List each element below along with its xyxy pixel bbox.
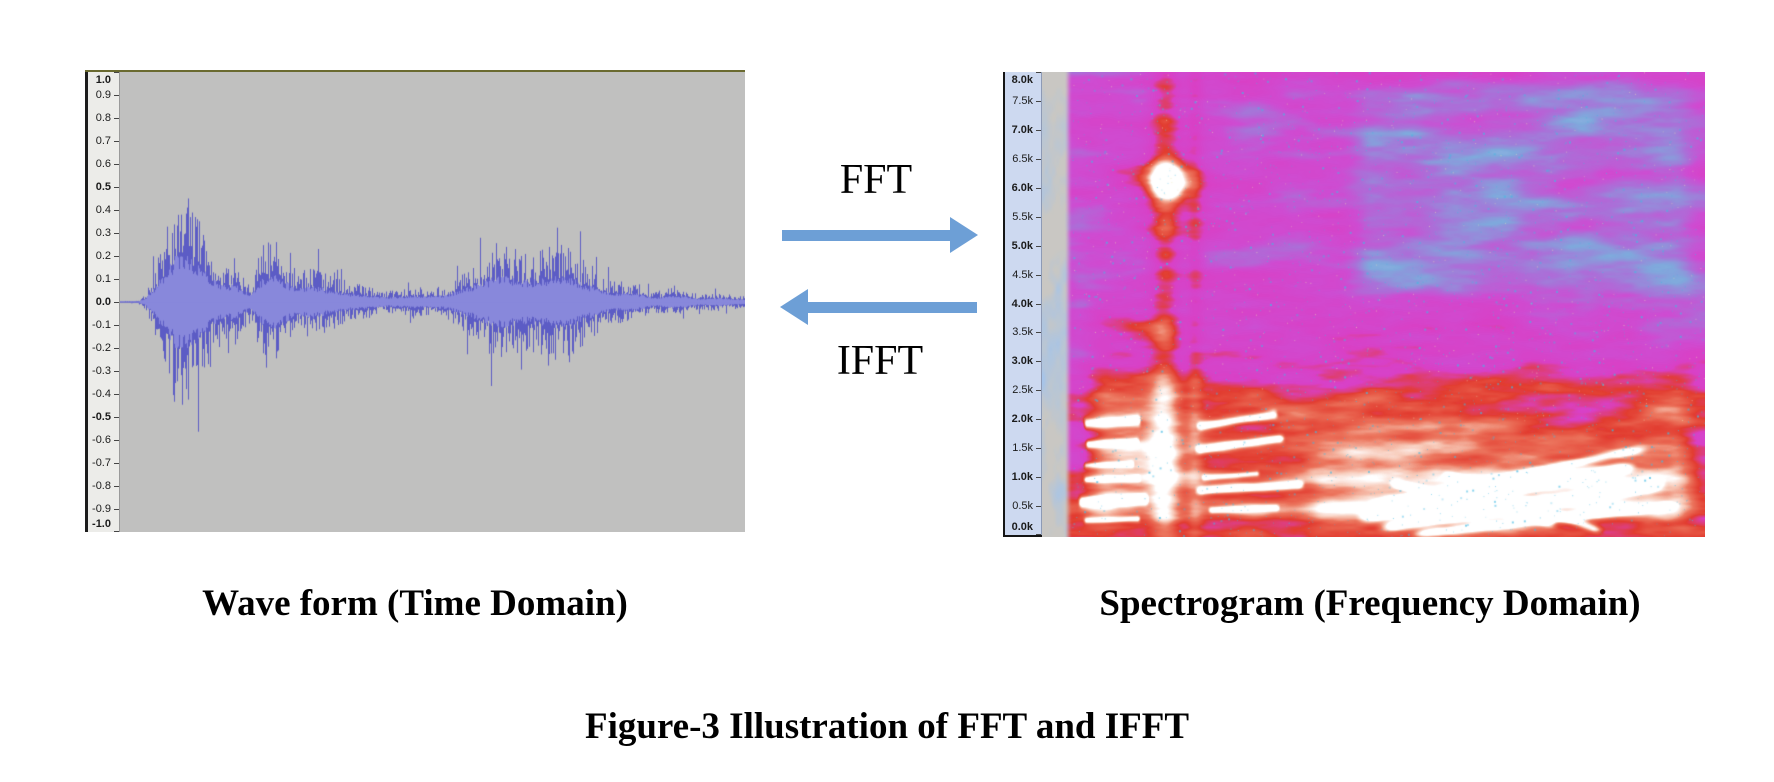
ruler-tick-mark — [1036, 448, 1041, 449]
ruler-tick-mark — [114, 302, 119, 303]
ruler-tick-mark — [1036, 159, 1041, 160]
fft-arrow-head-icon — [950, 217, 978, 253]
ruler-tick-label: 4.5k — [1012, 268, 1033, 281]
ruler-tick-label: 0.5 — [95, 181, 111, 193]
ruler-tick-mark — [114, 531, 119, 532]
ruler-tick-label: 7.0k — [1011, 123, 1033, 136]
ruler-tick-mark — [1036, 477, 1041, 478]
ruler-tick-label: 3.0k — [1011, 355, 1033, 368]
ruler-tick-label: 6.0k — [1011, 181, 1033, 194]
ruler-tick-label: 8.0k — [1011, 74, 1033, 86]
ruler-tick-mark — [114, 141, 119, 142]
ruler-tick-mark — [114, 348, 119, 349]
ruler-tick-mark — [1036, 390, 1041, 391]
ruler-tick-label: 0.8 — [95, 112, 111, 124]
ruler-tick-label: 5.5k — [1012, 210, 1033, 223]
ruler-tick-label: -0.7 — [92, 457, 111, 469]
fft-label: FFT — [839, 157, 913, 203]
ruler-tick-label: 1.0k — [1011, 471, 1033, 484]
ruler-tick-label: -0.1 — [92, 319, 111, 331]
ruler-tick-mark — [114, 394, 119, 395]
spectrogram-frequency-ruler: 8.0k 7.5k 7.0k 6.5k 6.0k 5.5k 5.0k 4.5k 4.0k 3.5k… — [1005, 72, 1042, 535]
ruler-tick-mark — [1036, 101, 1041, 102]
ruler-tick-mark — [1036, 332, 1041, 333]
ifft-label: IFFT — [836, 338, 924, 384]
ruler-tick-mark — [114, 118, 119, 119]
ruler-tick-mark — [114, 440, 119, 441]
ruler-tick-mark — [114, 95, 119, 96]
ruler-tick-label: 5.0k — [1011, 239, 1033, 252]
ruler-tick-label: -0.3 — [92, 365, 111, 377]
waveform-plot-canvas — [120, 72, 745, 532]
ruler-tick-label: 1.0 — [95, 74, 111, 86]
ruler-tick-label: -0.5 — [92, 411, 111, 423]
ruler-tick-label: 1.5k — [1012, 442, 1033, 455]
ruler-tick-mark — [114, 371, 119, 372]
ruler-tick-label: 4.0k — [1011, 297, 1033, 310]
ruler-tick-mark — [1036, 217, 1041, 218]
fft-arrow-shaft — [782, 230, 952, 241]
ruler-tick-label: 0.3 — [95, 227, 111, 239]
ruler-tick-label: -0.6 — [92, 434, 111, 446]
spectrogram-panel: 8.0k 7.5k 7.0k 6.5k 6.0k 5.5k 5.0k 4.5k 4.0k 3.5k… — [1003, 72, 1705, 537]
waveform-caption: Wave form (Time Domain) — [202, 583, 628, 624]
ruler-tick-label: 0.1 — [95, 273, 111, 285]
ruler-tick-mark — [1036, 188, 1041, 189]
ruler-tick-mark — [1036, 506, 1041, 507]
ruler-tick-label: 0.9 — [95, 89, 111, 101]
ruler-tick-mark — [114, 325, 119, 326]
ruler-tick-mark — [1036, 246, 1041, 247]
ruler-tick-label: 2.5k — [1012, 384, 1033, 397]
fft-arrow-right — [782, 217, 978, 253]
waveform-panel: 1.0 0.9 0.8 0.7 0.6 0.5 0.4 0.3 0.2 0.1 0.0 -0.1 -0.… — [85, 70, 745, 532]
ruler-tick-mark — [1036, 534, 1041, 535]
ruler-tick-mark — [114, 509, 119, 510]
ruler-tick-label: 7.5k — [1012, 94, 1033, 107]
ruler-tick-label: 0.0k — [1011, 521, 1033, 533]
waveform-amplitude-ruler: 1.0 0.9 0.8 0.7 0.6 0.5 0.4 0.3 0.2 0.1 0.0 -0.1 -0.… — [85, 72, 120, 532]
ifft-arrow-head-icon — [780, 289, 808, 325]
ruler-tick-mark — [114, 463, 119, 464]
spectrogram-caption: Spectrogram (Frequency Domain) — [1099, 583, 1641, 624]
ruler-tick-mark — [114, 210, 119, 211]
ruler-tick-mark — [114, 187, 119, 188]
figure-caption: Figure-3 Illustration of FFT and IFFT — [584, 706, 1190, 747]
ruler-tick-label: 0.0 — [95, 296, 111, 308]
ruler-tick-label: 6.5k — [1012, 152, 1033, 165]
ruler-tick-label: 0.6 — [95, 158, 111, 170]
ruler-tick-mark — [114, 72, 119, 73]
ruler-tick-label: 0.7 — [95, 135, 111, 147]
ruler-tick-label: -1.0 — [92, 518, 111, 530]
ruler-tick-mark — [114, 233, 119, 234]
ruler-tick-mark — [114, 417, 119, 418]
ruler-tick-mark — [1036, 275, 1041, 276]
ifft-arrow-shaft — [806, 302, 977, 313]
ruler-tick-label: 0.4 — [95, 204, 111, 216]
ruler-tick-label: -0.4 — [92, 388, 111, 400]
ruler-tick-label: 0.2 — [95, 250, 111, 262]
ruler-tick-mark — [1036, 361, 1041, 362]
ruler-tick-label: 0.5k — [1012, 500, 1033, 513]
ruler-tick-label: -0.8 — [92, 480, 111, 492]
ruler-tick-mark — [114, 279, 119, 280]
ruler-tick-mark — [1036, 72, 1041, 73]
ruler-tick-mark — [1036, 304, 1041, 305]
spectrogram-plot-canvas — [1042, 72, 1705, 537]
ruler-tick-label: 3.5k — [1012, 326, 1033, 339]
ruler-tick-mark — [114, 486, 119, 487]
ruler-tick-mark — [114, 164, 119, 165]
ruler-tick-mark — [1036, 130, 1041, 131]
ruler-tick-label: -0.9 — [92, 503, 111, 515]
ifft-arrow-left — [780, 289, 977, 325]
ruler-tick-label: -0.2 — [92, 342, 111, 354]
ruler-tick-label: 2.0k — [1011, 413, 1033, 426]
ruler-tick-mark — [1036, 419, 1041, 420]
ruler-tick-mark — [114, 256, 119, 257]
